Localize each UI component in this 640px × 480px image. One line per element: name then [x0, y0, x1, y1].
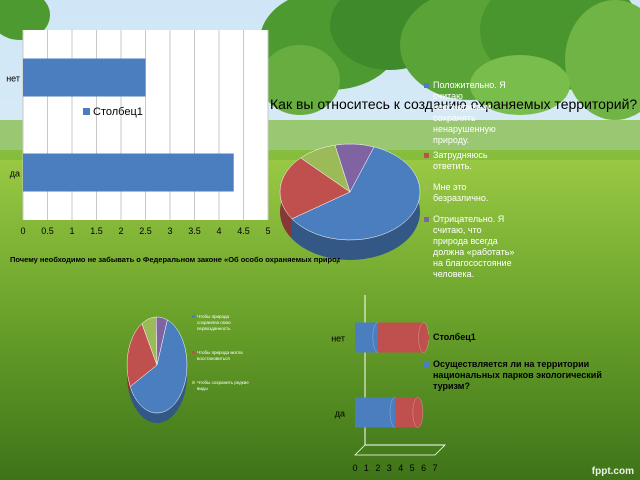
- pie-slice: [155, 316, 168, 366]
- watermark: fppt.com: [591, 466, 634, 477]
- x-tick-label: 4: [398, 463, 403, 473]
- pie-chart-2-title: Почему необходимо не забывать о Федераль…: [10, 255, 340, 264]
- x-tick-label: 3.5: [188, 226, 201, 236]
- x-tick-label: 2: [118, 226, 123, 236]
- legend-item: Отрицательно. Я считаю, что природа всег…: [424, 214, 516, 280]
- x-tick-label: 0.5: [41, 226, 54, 236]
- legend-label: Отрицательно. Я считаю, что природа всег…: [433, 214, 515, 279]
- pie-slice: [291, 146, 421, 241]
- pie-chart-2-legend: Чтобы природа сохраняла свою первозданно…: [192, 314, 252, 392]
- pie-chart-1-legend: Положительно. Я считаю необходимым сохра…: [424, 80, 516, 280]
- x-tick-label: 0: [20, 226, 25, 236]
- x-tick-label: 0: [352, 463, 357, 473]
- x-tick-label: 4: [216, 226, 221, 236]
- legend-swatch: [424, 217, 429, 222]
- legend-label: Столбец1: [93, 106, 143, 118]
- legend-label: Чтобы природа могла восстановиться: [197, 350, 243, 361]
- legend-item: Осуществляется ли на территории национал…: [424, 359, 634, 392]
- chart-pie-1: [279, 143, 421, 260]
- x-tick-label: 6: [421, 463, 426, 473]
- legend-label: Положительно. Я считаю необходимым сохра…: [433, 80, 506, 145]
- legend: Столбец1: [83, 106, 143, 118]
- bar: [23, 153, 234, 192]
- legend-label: Чтобы сохранить редкие виды: [197, 380, 249, 391]
- pie-chart-1-title: Как вы относитесь к созданию охраняемых …: [270, 96, 638, 112]
- x-tick-label: 3: [387, 463, 392, 473]
- legend-swatch: [192, 315, 195, 318]
- legend-item: Мне это безразлично.: [424, 182, 516, 204]
- x-tick-label: 5: [265, 226, 270, 236]
- legend-item: Чтобы природа могла восстановиться: [192, 350, 252, 362]
- x-tick-label: 1.5: [90, 226, 103, 236]
- legend-item: Положительно. Я считаю необходимым сохра…: [424, 80, 516, 146]
- bar-segment-cap: [412, 397, 424, 428]
- x-tick-label: 1: [364, 463, 369, 473]
- floor: [354, 444, 446, 456]
- category-label: да: [10, 169, 20, 179]
- pie-slice: [279, 157, 351, 220]
- x-tick-label: 7: [432, 463, 437, 473]
- bar-segment: [395, 397, 418, 428]
- legend-label: Столбец1: [433, 332, 476, 342]
- bar-segment: [355, 397, 395, 428]
- legend-swatch: [192, 351, 195, 354]
- pie-slice: [129, 319, 188, 414]
- legend-swatch: [424, 83, 429, 88]
- legend-swatch: [192, 381, 195, 384]
- tree-foliage: [0, 0, 640, 120]
- legend-item: Чтобы сохранить редкие виды: [192, 380, 252, 392]
- legend-swatch: [424, 335, 429, 340]
- pie-slice: [126, 323, 158, 388]
- pie-slice: [334, 143, 375, 193]
- category-label: да: [335, 409, 345, 419]
- bar-chart-2-legend: Столбец1 Осуществляется ли на территории…: [424, 332, 634, 392]
- x-tick-label: 4.5: [237, 226, 250, 236]
- legend-label: Чтобы природа сохраняла свою первозданно…: [197, 314, 231, 331]
- legend-swatch: [424, 362, 429, 367]
- category-label: нет: [331, 334, 345, 344]
- bar-segment: [355, 322, 378, 353]
- x-tick-label: 5: [410, 463, 415, 473]
- legend-swatch: [83, 108, 90, 115]
- chart-bar-1: 0 0.5 1 1.5 2 2.5 3 3.5 4 4.5 5 да нет Столбец1: [6, 30, 271, 236]
- legend-swatch: [424, 185, 429, 190]
- x-tick-label: 2.5: [139, 226, 152, 236]
- x-tick-label: 1: [69, 226, 74, 236]
- legend-swatch: [424, 153, 429, 158]
- x-tick-label: 2: [375, 463, 380, 473]
- chart-pie-2: [126, 316, 188, 423]
- legend-label: Мне это безразлично.: [433, 182, 489, 203]
- legend-item: Затрудняюсь ответить.: [424, 150, 516, 172]
- bar: [23, 58, 146, 97]
- legend-item: Чтобы природа сохраняла свою первозданно…: [192, 314, 252, 332]
- legend-label: Затрудняюсь ответить.: [433, 150, 488, 171]
- x-tick-label: 3: [167, 226, 172, 236]
- bar-segment: [377, 322, 424, 353]
- category-label: нет: [6, 74, 20, 84]
- legend-item: Столбец1: [424, 332, 634, 343]
- legend-label: Осуществляется ли на территории национал…: [433, 359, 602, 391]
